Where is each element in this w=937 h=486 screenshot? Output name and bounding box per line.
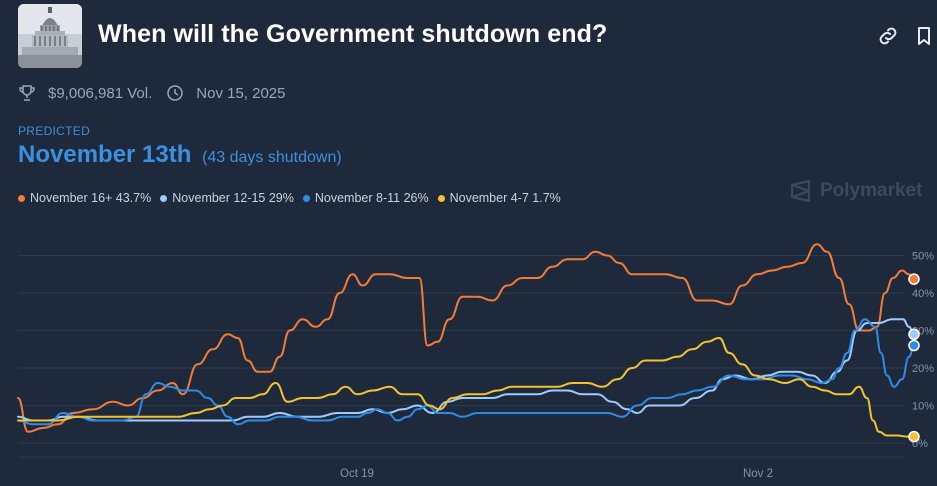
capitol-dome-icon — [18, 4, 82, 68]
y-tick-label: 50% — [912, 251, 934, 263]
market-header: When will the Government shutdown end? — [18, 4, 937, 68]
watermark-text: Polymarket — [820, 180, 923, 201]
polymarket-logo-icon — [790, 179, 811, 203]
y-tick-label: 10% — [912, 401, 934, 413]
legend-dot — [18, 194, 25, 202]
x-tick-label: Oct 19 — [340, 468, 374, 480]
bookmark-icon[interactable] — [912, 24, 936, 48]
legend-dot — [160, 194, 168, 202]
market-meta: $9,006,981 Vol. Nov 15, 2025 — [18, 84, 300, 102]
legend-dot — [302, 194, 310, 202]
series-endpoint — [908, 430, 920, 443]
legend-label: November 4-7 1.7% — [449, 191, 561, 205]
legend-item[interactable]: November 12-15 29% — [160, 191, 294, 205]
predicted-label: PREDICTED — [18, 124, 91, 138]
legend-dot — [437, 194, 445, 202]
series-endpoint — [908, 328, 920, 340]
legend-label: November 12-15 29% — [172, 191, 294, 205]
price-history-chart[interactable]: 0%10%20%30%40%50% Oct 19 Nov 2 — [0, 232, 937, 486]
series-line — [17, 318, 915, 422]
series-line — [17, 243, 915, 433]
predicted-value: November 13th — [18, 141, 192, 168]
clock-icon — [167, 85, 184, 101]
legend-item[interactable]: November 8-11 26% — [302, 191, 429, 205]
y-tick-label: 20% — [912, 363, 934, 375]
link-icon[interactable] — [876, 24, 900, 48]
series-endpoint — [908, 273, 920, 285]
legend-label: November 16+ 43.7% — [30, 191, 152, 205]
trophy-icon — [19, 85, 35, 101]
predicted-subtitle: (43 days shutdown) — [202, 149, 342, 166]
market-thumbnail — [18, 4, 82, 68]
chart-legend: November 16+ 43.7% November 12-15 29% No… — [18, 191, 570, 205]
legend-item[interactable]: November 4-7 1.7% — [437, 191, 561, 205]
end-date: Nov 15, 2025 — [196, 84, 286, 102]
legend-label: November 8-11 26% — [314, 191, 429, 205]
polymarket-watermark: Polymarket — [790, 179, 922, 203]
series-line — [17, 318, 915, 426]
x-tick-label: Nov 2 — [743, 468, 773, 480]
legend-item[interactable]: November 16+ 43.7% — [18, 191, 151, 205]
y-tick-label: 40% — [912, 288, 934, 300]
series-endpoint — [908, 339, 920, 352]
predicted-outcome: November 13th (43 days shutdown) — [18, 141, 342, 169]
page-title: When will the Government shutdown end? — [98, 20, 608, 48]
series-line — [17, 337, 915, 438]
volume-value: $9,006,981 Vol. — [48, 84, 153, 102]
